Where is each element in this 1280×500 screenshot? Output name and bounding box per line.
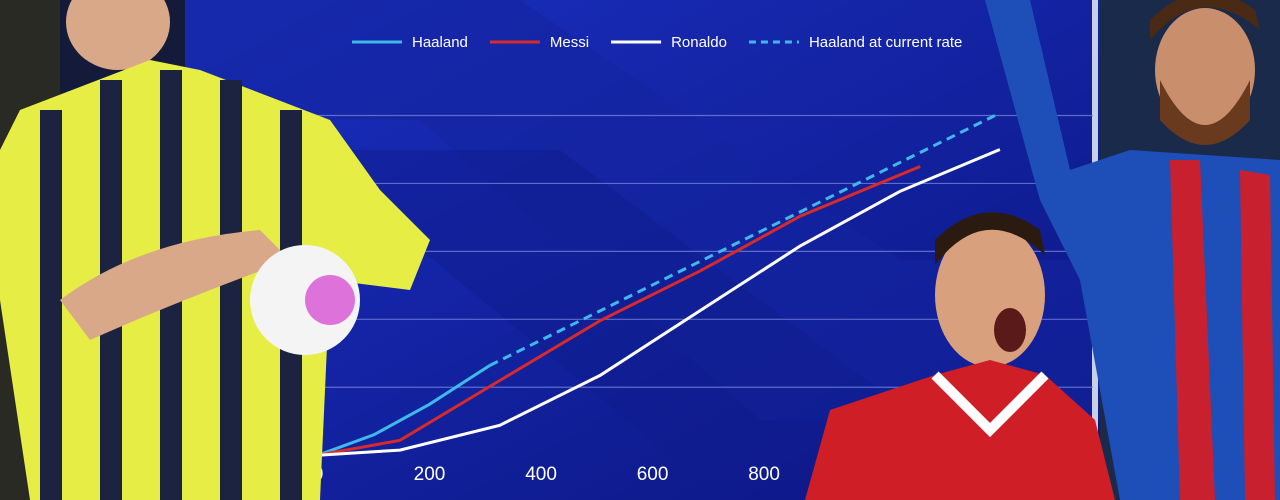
series-line (317, 364, 491, 457)
legend-label: Haaland at current rate (809, 34, 962, 51)
legend-label: Haaland (412, 34, 468, 51)
shirt (805, 360, 1115, 500)
x-tick-label: 800 (748, 464, 780, 485)
x-tick-label: 200 (414, 464, 446, 485)
player-left (0, 0, 430, 500)
series-line (317, 165, 921, 457)
panel-shape (300, 150, 1000, 480)
arm (60, 230, 290, 340)
x-tick-label: 400 (525, 464, 557, 485)
player-right (985, 0, 1280, 500)
legend-label: Messi (550, 34, 589, 51)
legend-label: Ronaldo (671, 34, 727, 51)
series-line (317, 148, 1001, 457)
x-tick-label: 600 (637, 464, 669, 485)
series-line (489, 114, 996, 367)
head (1155, 8, 1255, 132)
panel-shape (185, 0, 1100, 420)
head (66, 0, 170, 70)
player-middle (805, 212, 1115, 500)
